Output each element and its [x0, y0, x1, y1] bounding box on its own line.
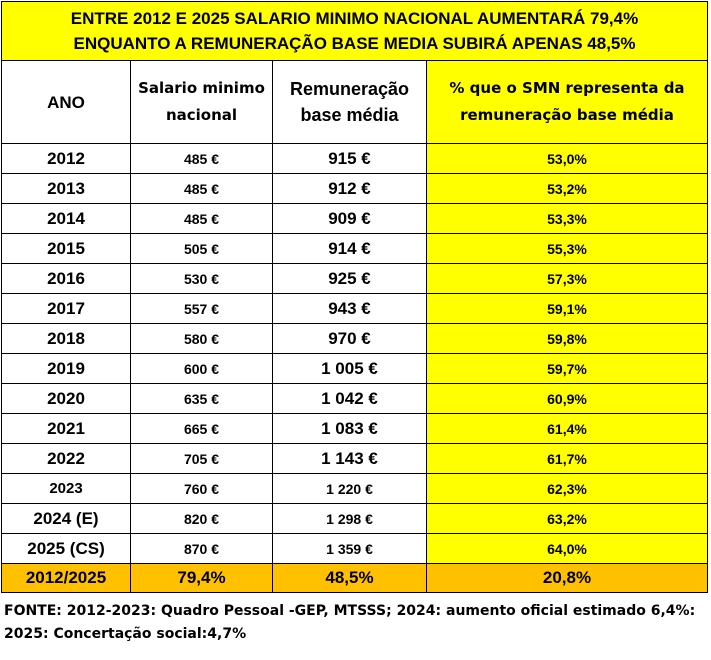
table-row: 2025 (CS) 870 €1 359 €64,0% — [1, 533, 708, 564]
total-row: 2012/2025 79,4% 48,5% 20,8% — [1, 563, 708, 593]
source-line-1: FONTE: 2012-2023: Quadro Pessoal -GEP, M… — [4, 603, 696, 619]
source-line-2: 2025: Concertação social:4,7% — [4, 626, 247, 642]
table-row: 2023 760 €1 220 €62,3% — [1, 473, 708, 504]
table-row: 2021 665 €1 083 €61,4% — [1, 413, 708, 444]
table-row: 2015 505 €914 €55,3% — [1, 233, 708, 264]
total-pct: 20,8% — [426, 563, 708, 593]
header-salario-minimo: Salario minimo nacional — [130, 60, 273, 144]
table-row: 2024 (E) 820 €1 298 €63,2% — [1, 503, 708, 534]
table-row: 2018 580 €970 €59,8% — [1, 323, 708, 354]
header-percentagem: % que o SMN representa da remuneração ba… — [426, 60, 708, 144]
salary-table: ENTRE 2012 E 2025 SALARIO MINIMO NACIONA… — [1, 1, 708, 593]
table-row: 2019 600 €1 005 €59,7% — [1, 353, 708, 384]
table-row: 2014 485 €909 €53,3% — [1, 203, 708, 234]
table-row: 2016 530 €925 €57,3% — [1, 263, 708, 294]
source-note: FONTE: 2012-2023: Quadro Pessoal -GEP, M… — [4, 600, 709, 646]
header-ano: ANO — [1, 60, 131, 144]
table-row: 2020 635 €1 042 €60,9% — [1, 383, 708, 414]
table-row: 2022 705 €1 143 €61,7% — [1, 443, 708, 474]
total-rem: 48,5% — [272, 563, 427, 593]
title-line-2: ENQUANTO A REMUNERAÇÃO BASE MEDIA SUBIRÁ… — [73, 34, 636, 53]
table-row: 2017 557 €943 €59,1% — [1, 293, 708, 324]
total-smn: 79,4% — [130, 563, 273, 593]
header-remuneracao: Remuneração base média — [272, 60, 427, 144]
table-row: 2013 485 €912 €53,2% — [1, 173, 708, 204]
table-row: 2012 485 €915 €53,0% — [1, 143, 708, 174]
table-title: ENTRE 2012 E 2025 SALARIO MINIMO NACIONA… — [1, 1, 708, 61]
total-ano: 2012/2025 — [1, 563, 131, 593]
title-line-1: ENTRE 2012 E 2025 SALARIO MINIMO NACIONA… — [70, 9, 639, 28]
